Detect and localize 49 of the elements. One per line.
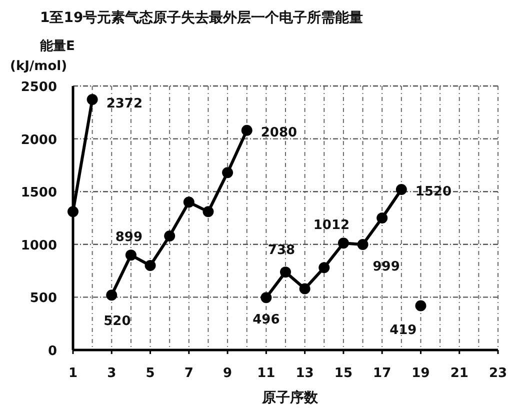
point xyxy=(415,300,426,312)
y-tick-label: 1500 xyxy=(20,186,57,201)
data-label: 419 xyxy=(390,322,417,338)
y-tick-label: 2500 xyxy=(20,80,57,95)
point xyxy=(144,260,156,272)
x-tick-label: 9 xyxy=(223,366,232,381)
point xyxy=(222,167,234,178)
data-label: 738 xyxy=(268,243,296,258)
point xyxy=(183,196,194,208)
x-tick-label: 3 xyxy=(107,366,116,381)
point xyxy=(86,94,98,106)
data-label: 899 xyxy=(115,230,143,246)
data-label: 1012 xyxy=(313,218,350,234)
point xyxy=(376,212,388,224)
x-tick-label: 17 xyxy=(373,366,392,381)
point xyxy=(396,184,407,195)
y-tick-label: 0 xyxy=(48,344,57,359)
point xyxy=(280,266,291,278)
x-axis-title: 原子序数 xyxy=(261,389,319,406)
point xyxy=(260,292,272,304)
x-tick-label: 5 xyxy=(146,366,155,381)
point xyxy=(106,290,118,301)
data-label: 496 xyxy=(252,312,280,328)
point xyxy=(357,239,368,250)
x-tick-label: 15 xyxy=(334,366,352,381)
x-tick-label: 11 xyxy=(257,366,276,381)
y-tick-label: 500 xyxy=(30,291,57,306)
point xyxy=(318,262,330,274)
point xyxy=(125,250,136,261)
point xyxy=(338,238,349,249)
point xyxy=(299,283,310,294)
x-tick-label: 19 xyxy=(412,366,430,381)
x-tick-label: 1 xyxy=(68,366,78,381)
data-label: 520 xyxy=(104,314,131,330)
y-tick-label: 2000 xyxy=(20,132,57,148)
x-tick-label: 21 xyxy=(450,366,468,381)
x-tick-label: 7 xyxy=(184,366,194,381)
data-label: 999 xyxy=(372,260,400,275)
data-label: 2372 xyxy=(106,96,143,112)
y-tick-label: 1000 xyxy=(20,238,57,254)
point xyxy=(241,124,252,136)
chart-title: 1至19号元素气态原子失去最外层一个电子所需能量 xyxy=(40,10,364,26)
point xyxy=(202,206,214,218)
point xyxy=(164,230,176,242)
x-tick-label: 13 xyxy=(296,366,314,381)
data-label: 2080 xyxy=(260,125,298,140)
point xyxy=(68,206,78,218)
x-tick-label: 23 xyxy=(488,366,508,381)
y-axis-title: 能量E (kJ/mol) xyxy=(10,38,75,74)
